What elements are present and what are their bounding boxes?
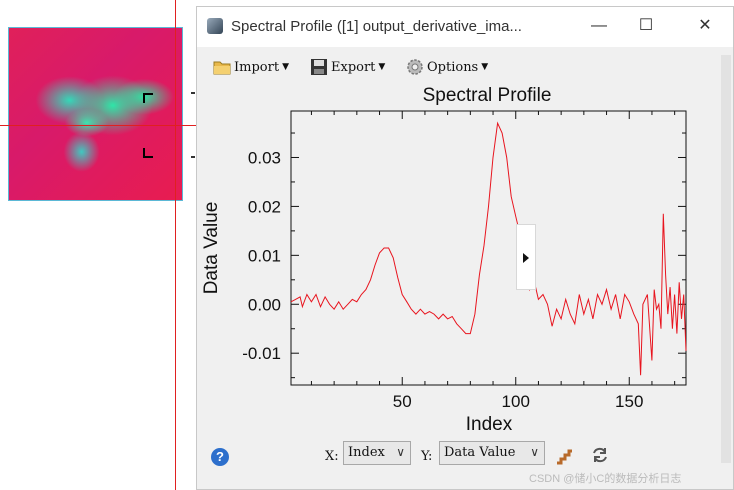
chevron-right-icon bbox=[523, 253, 529, 263]
y-select-value: Data Value bbox=[444, 445, 516, 460]
chart-title: Spectral Profile bbox=[423, 85, 552, 106]
toolbar: Import ▼ Export ▼ Options ▼ bbox=[197, 55, 733, 79]
image-viewer-tile[interactable] bbox=[8, 27, 183, 201]
y-tick-label: 0.02 bbox=[248, 197, 281, 216]
app-icon bbox=[207, 18, 223, 34]
help-icon[interactable]: ? bbox=[211, 448, 229, 466]
x-axis-selector-label: X: bbox=[325, 449, 339, 464]
options-chevron-down-icon: ▼ bbox=[481, 62, 489, 72]
x-tick-label: 50 bbox=[393, 392, 412, 411]
maximize-button[interactable]: ☐ bbox=[638, 17, 654, 34]
crosshair-horizontal-line bbox=[0, 125, 196, 126]
import-menu-button[interactable]: Import ▼ bbox=[213, 55, 289, 79]
y-tick-label: 0.01 bbox=[248, 246, 281, 265]
folder-icon bbox=[213, 61, 231, 75]
x-axis-label: Index bbox=[466, 414, 513, 435]
x-tick-labels: 50 100 150 bbox=[393, 392, 644, 411]
export-label: Export bbox=[331, 59, 376, 75]
import-chevron-down-icon: ▼ bbox=[282, 62, 289, 72]
y-tick-label: 0.00 bbox=[248, 295, 281, 314]
crosshair-vertical-line bbox=[175, 0, 176, 490]
right-scroll-rail[interactable] bbox=[721, 55, 731, 463]
zoom-box-top-corner bbox=[143, 93, 153, 103]
options-label: Options bbox=[427, 59, 479, 75]
plot-frame bbox=[290, 110, 687, 386]
side-tick-mark bbox=[191, 92, 195, 94]
spectral-profile-chart: Spectral Profile -0.01 0.00 0.01 0.02 0.03 5… bbox=[201, 85, 687, 435]
import-label: Import bbox=[234, 59, 280, 75]
stairs-plot-style-icon[interactable] bbox=[555, 447, 573, 465]
x-axis-select[interactable]: Index ∨ bbox=[343, 441, 411, 465]
y-axis-label: Data Value bbox=[201, 202, 222, 295]
y-tick-label: 0.03 bbox=[248, 148, 281, 167]
watermark: CSDN @储小C的数据分析日志 bbox=[529, 473, 682, 485]
window-title: Spectral Profile ([1] output_derivative_… bbox=[231, 18, 522, 35]
zoom-box-bottom-corner bbox=[143, 148, 153, 158]
y-tick-label: -0.01 bbox=[242, 344, 281, 363]
close-button[interactable]: ✕ bbox=[698, 17, 712, 34]
y-axis-select[interactable]: Data Value ∨ bbox=[439, 441, 545, 465]
x-select-chevron-down-icon: ∨ bbox=[396, 445, 405, 459]
export-menu-button[interactable]: Export ▼ bbox=[310, 55, 385, 79]
bottom-control-bar: ? X: Index ∨ Y: Data Value ∨ bbox=[197, 435, 733, 469]
axis-ticks bbox=[291, 111, 686, 385]
title-bar[interactable]: Spectral Profile ([1] output_derivative_… bbox=[197, 7, 733, 47]
options-menu-button[interactable]: Options ▼ bbox=[406, 55, 488, 79]
y-select-chevron-down-icon: ∨ bbox=[530, 445, 539, 459]
refresh-icon[interactable] bbox=[591, 446, 609, 464]
side-tick-mark bbox=[191, 156, 195, 158]
save-disk-icon bbox=[311, 59, 327, 75]
export-chevron-down-icon: ▼ bbox=[378, 62, 386, 72]
gear-icon bbox=[407, 59, 423, 75]
y-axis-selector-label: Y: bbox=[421, 449, 433, 464]
collapse-panel-tab[interactable] bbox=[516, 224, 536, 290]
series-line-data-value bbox=[290, 121, 687, 376]
x-select-value: Index bbox=[348, 445, 385, 460]
y-tick-labels: -0.01 0.00 0.01 0.02 0.03 bbox=[242, 148, 281, 363]
x-tick-label: 150 bbox=[615, 392, 643, 411]
minimize-button[interactable]: — bbox=[591, 17, 607, 34]
spectral-profile-window: Spectral Profile ([1] output_derivative_… bbox=[196, 6, 734, 490]
x-tick-label: 100 bbox=[502, 392, 530, 411]
